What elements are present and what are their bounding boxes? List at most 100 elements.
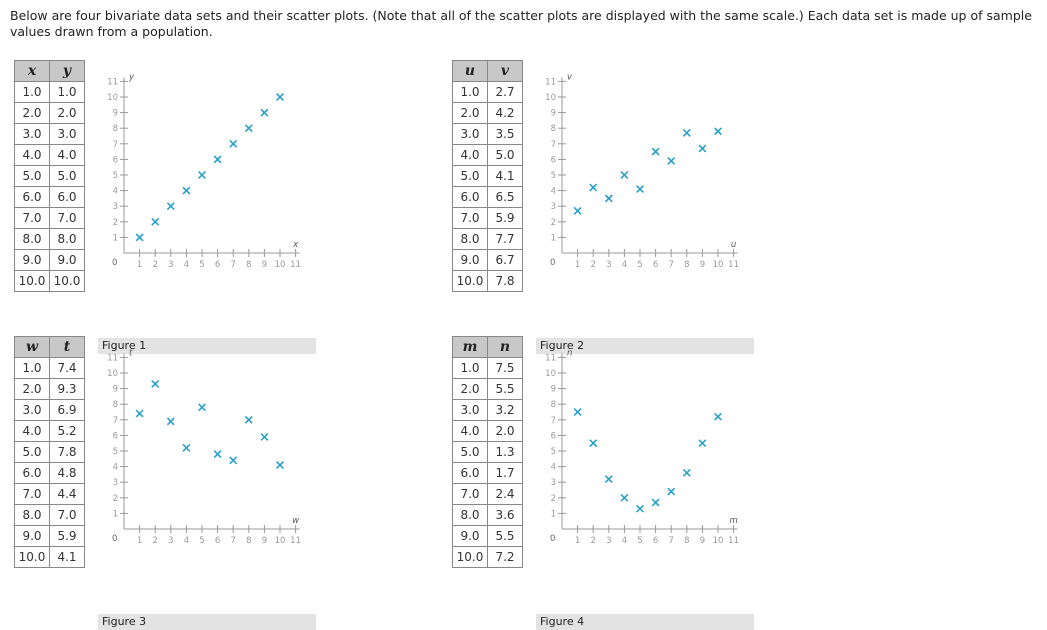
table-cell: 8.0 — [452, 504, 488, 526]
y-tick-label: 10 — [545, 93, 556, 103]
x-tick-label: 8 — [246, 536, 251, 546]
data-point-marker — [213, 450, 222, 459]
y-tick-label: 7 — [113, 140, 118, 150]
data-point-marker — [229, 139, 238, 148]
table-row: 4.0 2.0 — [452, 420, 523, 442]
data-point-marker — [620, 171, 629, 179]
x-tick-label: 9 — [262, 536, 267, 546]
table-cell: 5.0 — [14, 441, 50, 463]
table-cell: 5.2 — [49, 420, 85, 442]
table-cell: 7.0 — [452, 207, 488, 229]
table-cell: 7.0 — [14, 483, 50, 505]
table-cell: 7.0 — [49, 207, 85, 229]
x-tick-label: 8 — [246, 260, 251, 270]
y-tick-label: 8 — [551, 400, 556, 410]
table-cell: 4.0 — [14, 420, 50, 442]
table-cell: 2.0 — [14, 102, 50, 124]
x-tick-label: 10 — [713, 260, 724, 270]
data-table: u v 1.0 2.7 2.0 4.2 3.0 3.5 4.0 5.0 5.0 4.1 6.0 6.5 7.… — [452, 60, 523, 292]
table-row: 3.0 3.2 — [452, 399, 523, 421]
table-row: 7.0 4.4 — [14, 483, 85, 505]
y-tick-label: 3 — [113, 478, 118, 488]
table-row: 7.0 2.4 — [452, 483, 523, 505]
y-axis-label: y — [128, 72, 135, 82]
x-tick-label: 7 — [230, 260, 235, 270]
data-point-marker — [714, 412, 722, 421]
table-row: 3.0 3.0 — [14, 123, 85, 145]
y-tick-label: 3 — [551, 478, 556, 488]
table-row: 5.0 7.8 — [14, 441, 85, 463]
table-cell: 5.0 — [14, 165, 50, 187]
data-point-marker — [714, 127, 722, 136]
table-cell: 9.3 — [49, 378, 85, 400]
y-tick-label: 11 — [545, 353, 556, 363]
table-cell: 3.0 — [452, 399, 488, 421]
table-row: 6.0 1.7 — [452, 462, 523, 484]
y-tick-label: 9 — [551, 109, 556, 119]
data-point-marker — [182, 443, 191, 452]
column-header: u — [452, 60, 488, 82]
x-axis-label: m — [729, 516, 737, 526]
table-cell: 9.0 — [452, 249, 488, 271]
x-tick-label: 7 — [668, 260, 673, 270]
table-cell: 1.0 — [14, 81, 50, 103]
table-cell: 3.5 — [487, 123, 523, 145]
table-cell: 2.0 — [487, 420, 523, 442]
table-row: 8.0 3.6 — [452, 504, 523, 526]
table-cell: 2.0 — [49, 102, 85, 124]
table-cell: 7.0 — [49, 504, 85, 526]
data-point-marker — [604, 475, 613, 484]
table-cell: 8.0 — [452, 228, 488, 250]
y-tick-label: 10 — [545, 369, 556, 379]
table-cell: 5.0 — [49, 165, 85, 187]
table-row: 2.0 5.5 — [452, 378, 523, 400]
y-tick-label: 2 — [113, 494, 118, 504]
y-tick-label: 11 — [107, 77, 118, 87]
x-tick-label: 1 — [575, 260, 580, 270]
x-tick-label: 4 — [184, 260, 189, 270]
figure-caption: Figure 1 — [98, 338, 316, 354]
table-cell: 1.0 — [452, 81, 488, 103]
y-tick-label: 5 — [113, 171, 118, 181]
x-tick-label: 8 — [684, 260, 689, 270]
data-point-marker — [213, 155, 222, 164]
table-row: 3.0 6.9 — [14, 399, 85, 421]
table-cell: 2.0 — [452, 102, 488, 124]
figure-caption: Figure 2 — [536, 338, 754, 354]
data-point-marker — [244, 415, 253, 424]
table-row: 1.0 1.0 — [14, 81, 85, 103]
x-tick-label: 4 — [184, 536, 189, 546]
y-tick-label: 5 — [551, 171, 556, 181]
data-point-marker — [260, 108, 269, 117]
table-cell: 3.2 — [487, 399, 523, 421]
table-row: 8.0 7.0 — [14, 504, 85, 526]
data-point-marker — [636, 185, 644, 194]
x-tick-label: 2 — [152, 260, 157, 270]
x-tick-label: 5 — [637, 536, 642, 546]
table-cell: 3.0 — [49, 123, 85, 145]
table-cell: 2.7 — [487, 81, 523, 103]
data-table: m n 1.0 7.5 2.0 5.5 3.0 3.2 4.0 2.0 5.0 1.3 6.0 1.7 7.… — [452, 336, 523, 568]
data-point-marker — [166, 202, 175, 211]
x-tick-label: 3 — [168, 536, 173, 546]
x-tick-label: 9 — [700, 260, 705, 270]
table-cell: 4.8 — [49, 462, 85, 484]
table-cell: 6.9 — [49, 399, 85, 421]
table-row: 2.0 4.2 — [452, 102, 523, 124]
x-tick-label: 6 — [653, 536, 658, 546]
table-cell: 8.0 — [14, 228, 50, 250]
data-point-marker — [573, 206, 582, 215]
table-cell: 4.0 — [49, 144, 85, 166]
y-tick-label: 4 — [551, 187, 556, 197]
table-row: 4.0 5.0 — [452, 144, 523, 166]
data-point-marker — [260, 432, 269, 441]
dataset-panel-3: w t 1.0 7.4 2.0 9.3 3.0 6.9 4.0 5.2 5.0 7.8 6.0 4.8 7.… — [14, 336, 316, 630]
table-cell: 4.2 — [487, 102, 523, 124]
x-tick-label: 6 — [215, 536, 220, 546]
origin-label: 0 — [112, 258, 117, 268]
table-cell: 6.0 — [452, 462, 488, 484]
table-row: 5.0 5.0 — [14, 165, 85, 187]
data-point-marker — [135, 233, 144, 242]
